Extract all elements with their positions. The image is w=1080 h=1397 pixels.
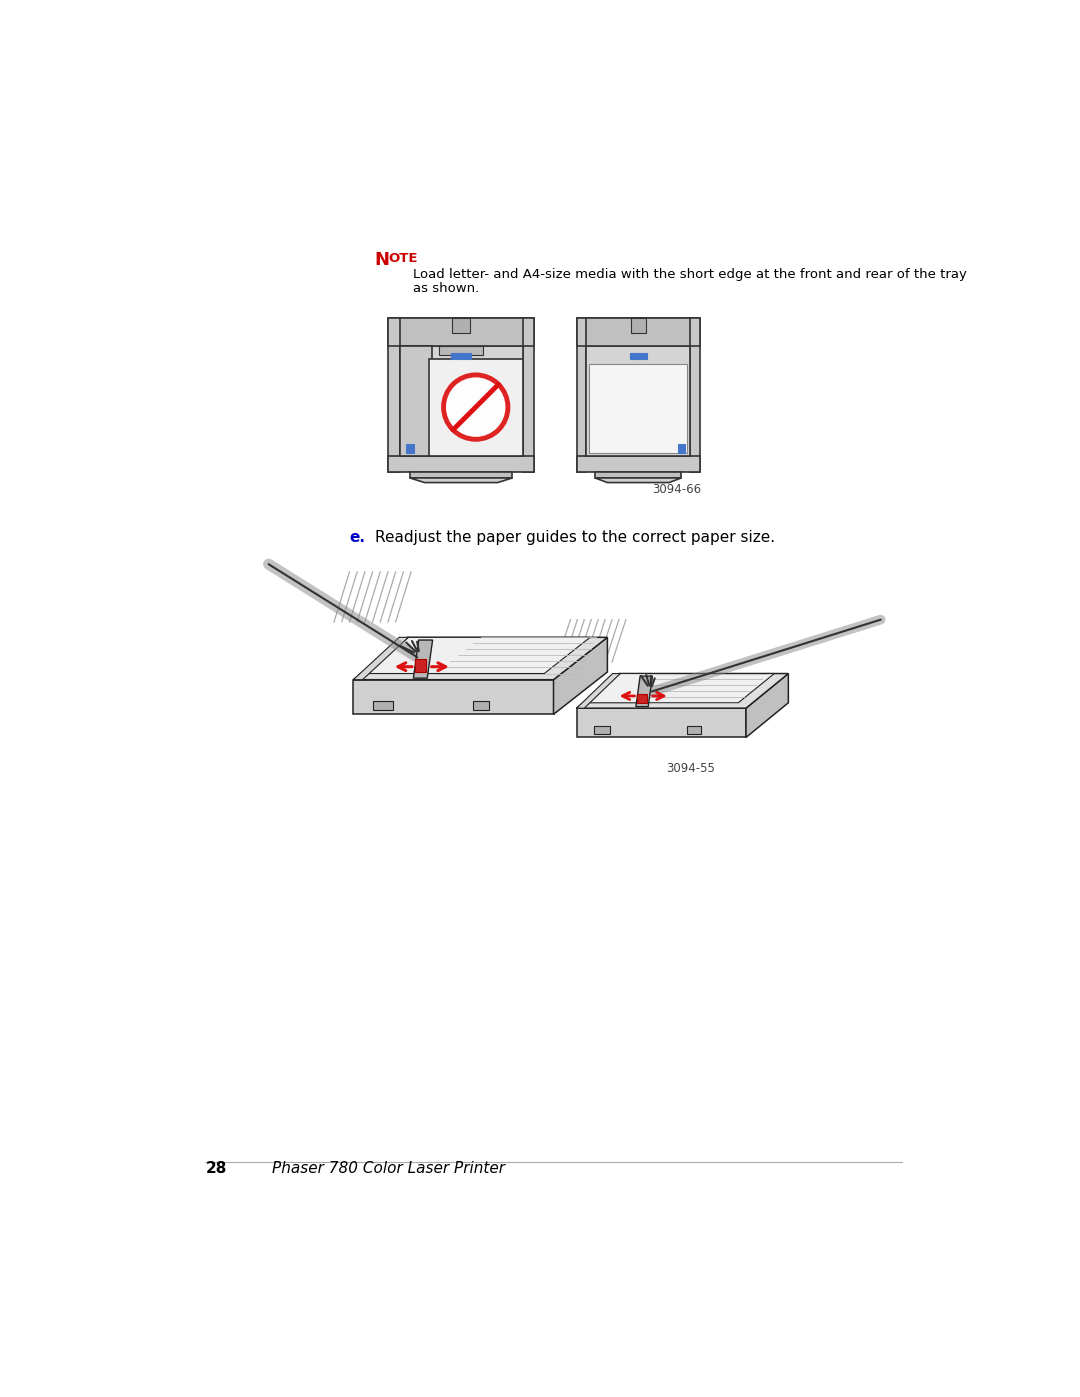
Polygon shape: [388, 457, 535, 472]
Polygon shape: [595, 478, 681, 482]
Text: N: N: [375, 251, 390, 268]
Polygon shape: [461, 353, 471, 359]
Polygon shape: [415, 659, 426, 672]
Polygon shape: [637, 694, 647, 703]
Polygon shape: [440, 345, 483, 355]
Polygon shape: [577, 317, 700, 345]
Polygon shape: [577, 673, 788, 708]
Polygon shape: [400, 345, 523, 457]
Polygon shape: [414, 640, 433, 678]
Polygon shape: [746, 673, 788, 738]
Polygon shape: [388, 317, 400, 472]
Polygon shape: [450, 353, 461, 359]
Polygon shape: [687, 726, 701, 733]
Polygon shape: [410, 472, 512, 478]
Polygon shape: [577, 673, 620, 708]
Text: 3094-55: 3094-55: [666, 763, 715, 775]
Polygon shape: [405, 444, 415, 453]
Polygon shape: [577, 317, 586, 472]
Text: OTE: OTE: [388, 253, 418, 265]
Text: as shown.: as shown.: [414, 282, 480, 295]
Polygon shape: [631, 317, 646, 334]
Polygon shape: [429, 359, 523, 457]
Polygon shape: [400, 345, 432, 457]
Polygon shape: [353, 637, 607, 680]
Polygon shape: [453, 317, 470, 334]
Polygon shape: [594, 726, 610, 733]
Polygon shape: [353, 637, 408, 680]
Polygon shape: [690, 317, 700, 472]
Polygon shape: [388, 317, 535, 345]
Polygon shape: [577, 708, 746, 738]
Text: 28: 28: [205, 1161, 227, 1175]
Polygon shape: [363, 637, 590, 673]
Polygon shape: [353, 680, 554, 714]
Circle shape: [444, 374, 508, 439]
Polygon shape: [473, 701, 489, 711]
Text: Load letter- and A4-size media with the short edge at the front and rear of the : Load letter- and A4-size media with the …: [414, 268, 968, 281]
Polygon shape: [523, 317, 535, 472]
Polygon shape: [410, 478, 512, 482]
Polygon shape: [595, 472, 681, 478]
Polygon shape: [374, 701, 392, 711]
Polygon shape: [630, 353, 638, 359]
Polygon shape: [638, 353, 647, 359]
Polygon shape: [586, 345, 690, 457]
Text: e.: e.: [350, 529, 365, 545]
Polygon shape: [554, 637, 607, 714]
Text: 3094-66: 3094-66: [652, 483, 701, 496]
Polygon shape: [636, 676, 652, 707]
Polygon shape: [589, 365, 688, 453]
Text: Readjust the paper guides to the correct paper size.: Readjust the paper guides to the correct…: [375, 529, 775, 545]
Text: Phaser 780 Color Laser Printer: Phaser 780 Color Laser Printer: [272, 1161, 505, 1175]
Polygon shape: [586, 317, 690, 345]
Polygon shape: [400, 317, 523, 345]
Polygon shape: [584, 673, 774, 703]
Polygon shape: [677, 444, 685, 453]
Polygon shape: [577, 457, 700, 472]
